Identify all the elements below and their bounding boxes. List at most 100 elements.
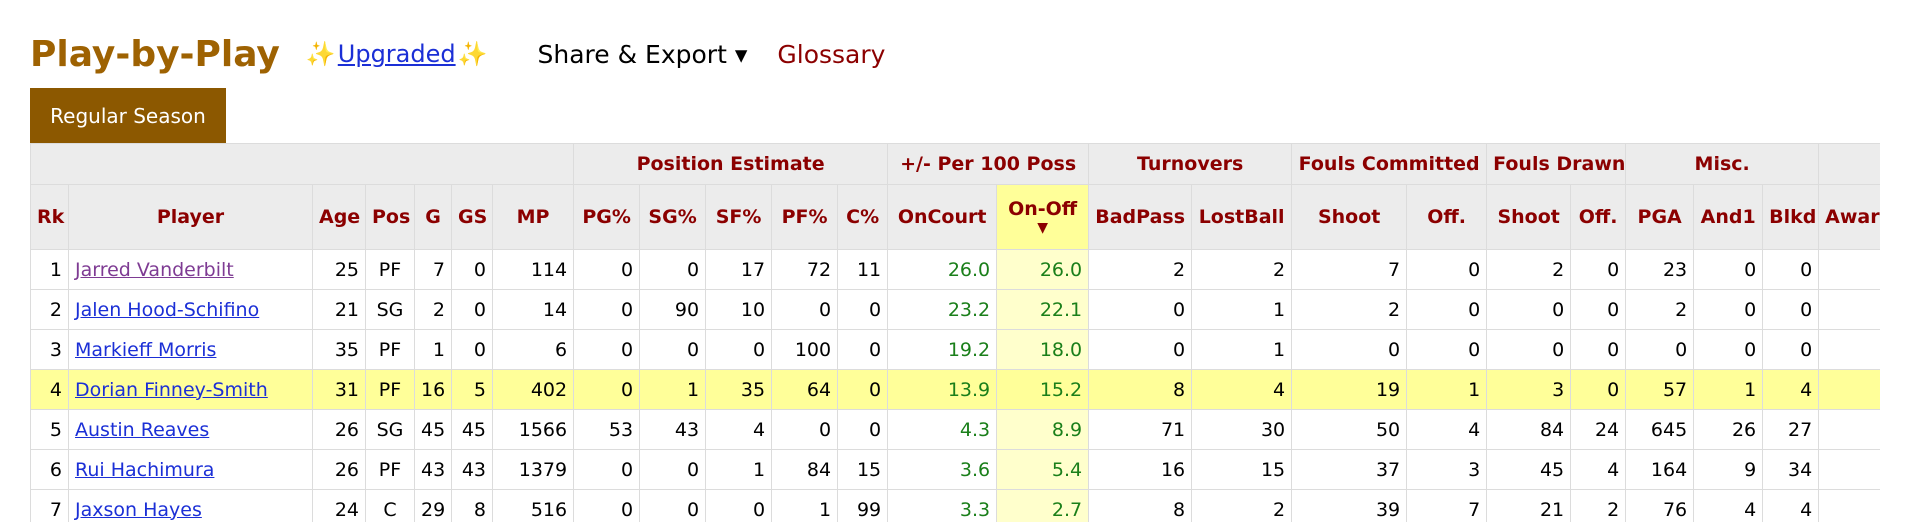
player-link[interactable]: Austin Reaves [75, 418, 210, 441]
table-cell: SG [365, 289, 415, 330]
table-cell: 0 [1570, 289, 1627, 330]
table-cell: 4 [1762, 489, 1820, 522]
table-cell: 99 [837, 489, 889, 522]
player-link[interactable]: Jaxson Hayes [75, 498, 202, 521]
column-header[interactable]: Shoot [1486, 184, 1572, 250]
player-link[interactable]: Rui Hachimura [75, 458, 215, 481]
table-cell: 2 [1191, 489, 1293, 522]
column-header[interactable]: SG% [639, 184, 707, 250]
table-cell: 7 [30, 489, 69, 522]
share-export-menu[interactable]: Share & Export ▾ [537, 39, 748, 69]
table-cell: 0 [639, 449, 707, 490]
table-cell: 10 [705, 289, 773, 330]
table-cell: 0 [573, 489, 641, 522]
table-cell: 64 [771, 369, 839, 410]
table-cell: 90 [639, 289, 707, 330]
column-header[interactable]: Blkd [1762, 184, 1820, 250]
column-header[interactable]: MP [491, 184, 575, 250]
table-cell: 0 [573, 449, 641, 490]
table-row: 3 Markieff Morris 35 PF 1 0 6 0 0 0 100 0 19.2 18.0 0 1… [30, 329, 1880, 370]
column-header[interactable]: Shoot [1291, 184, 1408, 250]
column-header[interactable]: Pos [365, 184, 415, 250]
table-cell [1818, 249, 1880, 290]
column-header[interactable]: And1 [1693, 184, 1764, 250]
table-row: 1 Jarred Vanderbilt 25 PF 7 0 114 0 0 17 72 11 26.0 2… [30, 249, 1880, 290]
table-cell: 26 [1693, 409, 1764, 450]
table-cell: 2 [1625, 289, 1695, 330]
table-cell: 15.2 [996, 369, 1090, 410]
table-cell: 3 [1486, 369, 1572, 410]
glossary-link[interactable]: Glossary [777, 39, 886, 69]
table-cell: 6 [491, 329, 575, 370]
table-cell [1818, 489, 1880, 522]
table-cell: 26.0 [996, 249, 1090, 290]
table-cell: 1 [1191, 289, 1293, 330]
table-cell: 57 [1625, 369, 1695, 410]
table-cell: 26.0 [887, 249, 998, 290]
table-cell: Rui Hachimura [68, 449, 313, 490]
table-cell: 0 [705, 489, 773, 522]
table-cell: 0 [451, 329, 493, 370]
column-header[interactable]: G [414, 184, 452, 250]
group-header-blank [1818, 143, 1880, 185]
column-header[interactable]: C% [837, 184, 889, 250]
table-cell: 0 [1693, 289, 1764, 330]
table-cell: 1 [705, 449, 773, 490]
column-header[interactable]: PG% [573, 184, 641, 250]
column-header[interactable]: LostBall [1191, 184, 1293, 250]
table-cell: 35 [705, 369, 773, 410]
table-cell: 2 [1570, 489, 1627, 522]
table-cell: 1 [1693, 369, 1764, 410]
table-cell: 4 [1406, 409, 1488, 450]
column-header[interactable]: Off. [1570, 184, 1627, 250]
player-link[interactable]: Jarred Vanderbilt [75, 258, 234, 281]
table-cell: 39 [1291, 489, 1408, 522]
table-cell: 37 [1291, 449, 1408, 490]
column-header[interactable]: OnCourt [887, 184, 998, 250]
column-header[interactable]: PGA [1625, 184, 1695, 250]
column-header[interactable]: On-Off ▼ [996, 184, 1090, 250]
group-header-blank [30, 143, 575, 185]
column-header[interactable]: Rk [30, 184, 69, 250]
upgraded-link[interactable]: Upgraded [337, 40, 456, 68]
column-header[interactable]: Off. [1406, 184, 1488, 250]
table-cell: 5.4 [996, 449, 1090, 490]
table-cell: 22.1 [996, 289, 1090, 330]
table-cell: 516 [491, 489, 575, 522]
table-cell: 3.3 [887, 489, 998, 522]
table-cell: PF [365, 369, 415, 410]
table-cell: 0 [639, 249, 707, 290]
table-cell: 23 [1625, 249, 1695, 290]
table-cell: 0 [451, 249, 493, 290]
table-cell: 4 [30, 369, 69, 410]
table-cell: 4 [1191, 369, 1293, 410]
column-header[interactable]: GS [451, 184, 493, 250]
group-header: +/- Per 100 Poss [887, 143, 1090, 185]
table-cell: 72 [771, 249, 839, 290]
player-link[interactable]: Jalen Hood-Schifino [75, 298, 260, 321]
player-link[interactable]: Markieff Morris [75, 338, 217, 361]
table-cell: 0 [1486, 289, 1572, 330]
table-cell: 14 [491, 289, 575, 330]
column-header[interactable]: SF% [705, 184, 773, 250]
table-cell: 100 [771, 329, 839, 370]
table-cell: 11 [837, 249, 889, 290]
table-cell: 1 [1191, 329, 1293, 370]
table-cell: 0 [573, 329, 641, 370]
table-cell: 21 [312, 289, 366, 330]
table-cell: 1 [30, 249, 69, 290]
table-cell: 26 [312, 409, 366, 450]
column-header[interactable]: Player [68, 184, 313, 250]
column-header[interactable]: PF% [771, 184, 839, 250]
table-cell: 0 [639, 329, 707, 370]
group-header: Misc. [1625, 143, 1820, 185]
column-header[interactable]: Age [312, 184, 366, 250]
column-header[interactable]: BadPass [1088, 184, 1193, 250]
table-cell: 8 [1088, 489, 1193, 522]
table-cell: 7 [1406, 489, 1488, 522]
column-header[interactable]: Awards [1818, 184, 1880, 250]
table-cell: Dorian Finney-Smith [68, 369, 313, 410]
player-link[interactable]: Dorian Finney-Smith [75, 378, 268, 401]
tab-regular-season[interactable]: Regular Season [30, 88, 226, 144]
table-cell: 4 [705, 409, 773, 450]
